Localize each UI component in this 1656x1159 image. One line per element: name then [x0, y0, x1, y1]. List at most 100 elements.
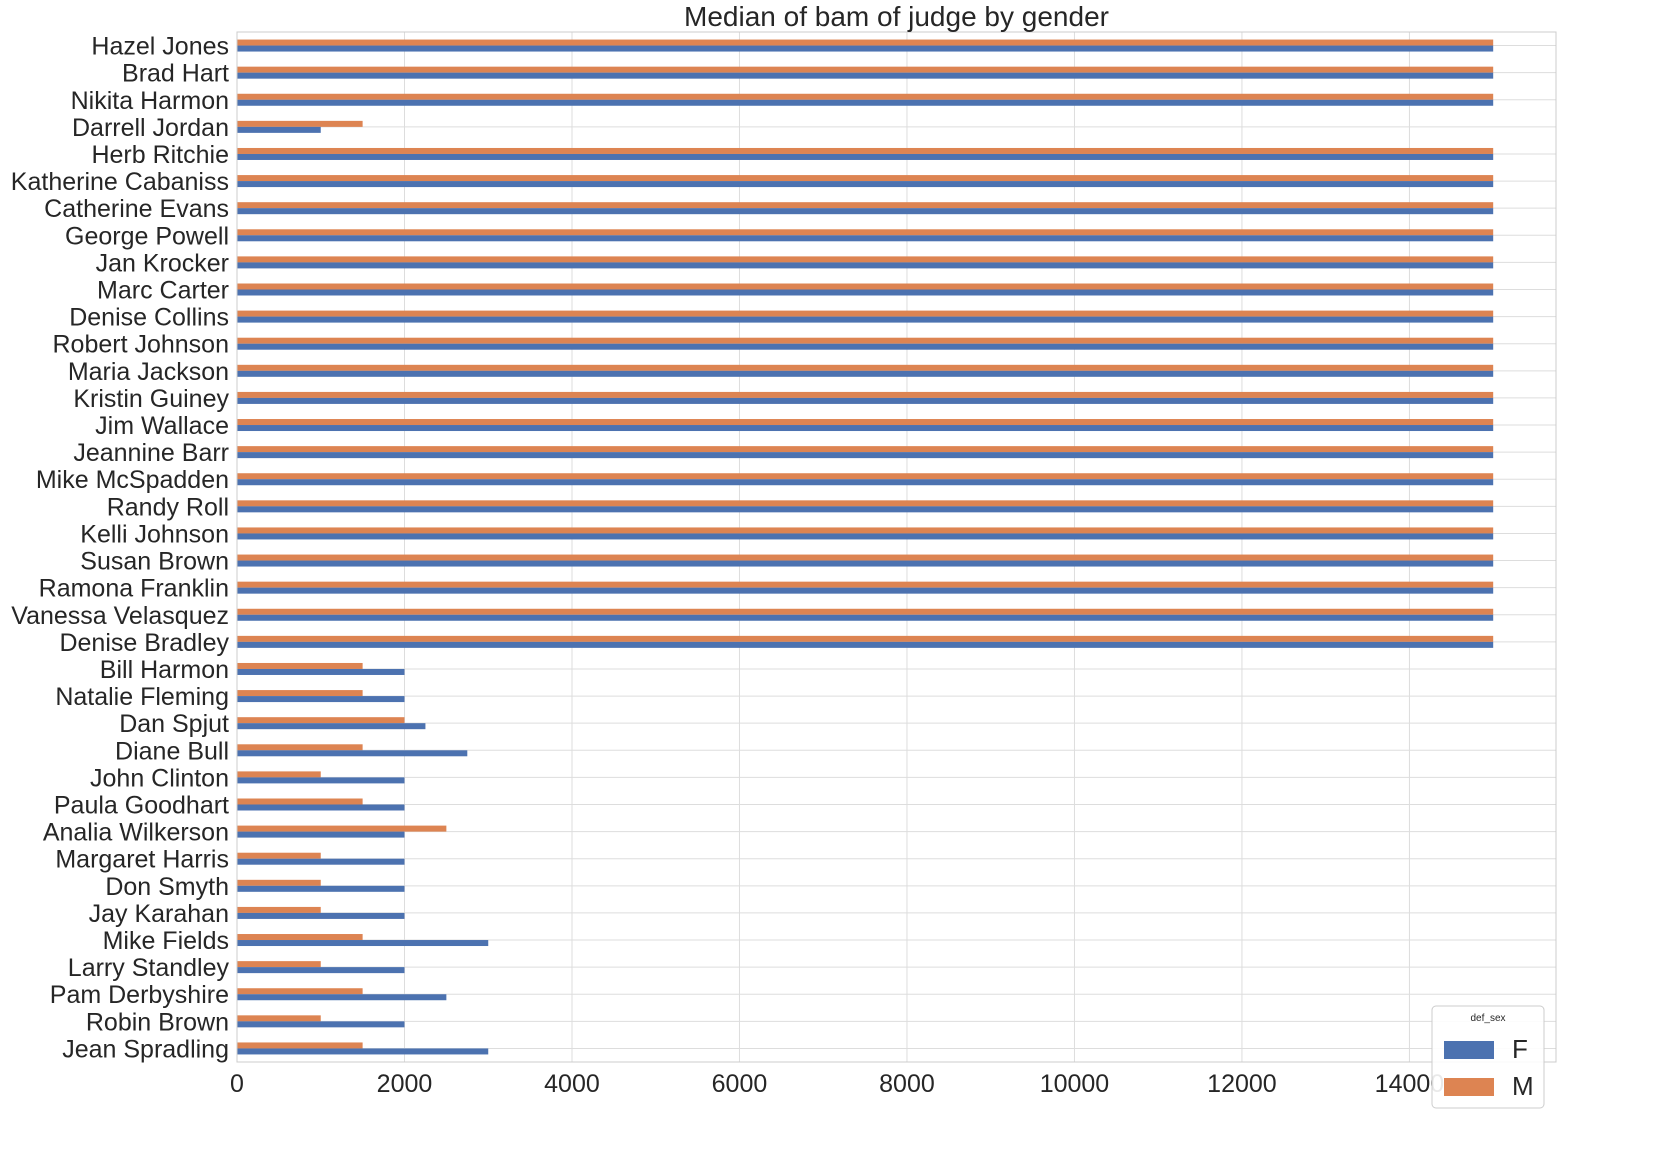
bar-f [237, 994, 447, 1001]
bar-m [237, 202, 1494, 209]
bar-m [237, 147, 1494, 154]
category-label: Margaret Harris [55, 846, 229, 874]
category-label: Marc Carter [97, 277, 229, 305]
category-label: Analia Wilkerson [43, 819, 229, 847]
bar-m [237, 364, 1494, 371]
bar-m [237, 66, 1494, 73]
category-label: Randy Roll [107, 493, 229, 521]
category-label: Vanessa Velasquez [11, 602, 229, 630]
bar-f [237, 289, 1494, 296]
bar-f [237, 858, 405, 865]
bar-f [237, 1021, 405, 1028]
bar-m [237, 554, 1494, 561]
bar-f [237, 614, 1494, 621]
category-label: John Clinton [90, 764, 229, 792]
bar-f [237, 153, 1494, 160]
bar-f [237, 831, 405, 838]
bar-m [237, 391, 1494, 398]
bar-m [237, 961, 321, 968]
category-label: Jim Wallace [95, 412, 229, 440]
bar-m [237, 337, 1494, 344]
bar-f [237, 940, 489, 947]
bar-f [237, 370, 1494, 377]
bar-f [237, 777, 405, 784]
bar-m [237, 988, 363, 995]
bar-m [237, 662, 363, 669]
bar-m [237, 419, 1494, 426]
bar-m [237, 93, 1494, 100]
bar-f [237, 343, 1494, 350]
bar-f [237, 668, 405, 675]
x-tick-label: 10000 [1040, 1070, 1110, 1098]
category-label: Dan Spjut [119, 710, 229, 738]
bar-m [237, 906, 321, 913]
bar-m [237, 283, 1494, 290]
category-label: Katherine Cabaniss [11, 168, 229, 196]
category-label: George Powell [65, 222, 229, 250]
bar-f [237, 967, 405, 974]
bar-m [237, 581, 1494, 588]
bar-f [237, 560, 1494, 567]
category-label: Ramona Franklin [39, 575, 229, 603]
x-tick-label: 2000 [377, 1070, 433, 1098]
bar-f [237, 885, 405, 892]
bar-f [237, 397, 1494, 404]
bar-f [237, 912, 405, 919]
bar-f [237, 587, 1494, 594]
legend-label-f: F [1512, 1034, 1528, 1064]
bar-m [237, 256, 1494, 263]
category-label: Diane Bull [115, 737, 229, 765]
bar-f [237, 45, 1494, 52]
category-label: Maria Jackson [68, 358, 229, 386]
category-label: Jan Krocker [96, 249, 229, 277]
bar-m [237, 527, 1494, 534]
bar-f [237, 696, 405, 703]
bar-f [237, 208, 1494, 215]
bar-m [237, 1042, 363, 1049]
bar-m [237, 690, 363, 697]
category-label: Jeannine Barr [73, 439, 229, 467]
x-tick-label: 6000 [712, 1070, 768, 1098]
bar-f [237, 425, 1494, 432]
legend-swatch-m [1444, 1078, 1494, 1096]
bar-f [237, 72, 1494, 79]
bar-m [237, 310, 1494, 317]
bar-f [237, 506, 1494, 513]
bar-f [237, 316, 1494, 323]
category-label: Susan Brown [80, 548, 229, 576]
chart-title: Median of bam of judge by gender [684, 1, 1109, 32]
bar-m [237, 798, 363, 805]
bar-m [237, 175, 1494, 182]
x-tick-label: 0 [230, 1070, 244, 1098]
category-label: Larry Standley [68, 954, 230, 982]
category-label: Natalie Fleming [55, 683, 229, 711]
bar-m [237, 825, 447, 832]
bar-f [237, 1048, 489, 1055]
category-label: Don Smyth [105, 873, 229, 901]
x-tick-label: 12000 [1207, 1070, 1277, 1098]
bars [237, 39, 1494, 1055]
legend: def_sex FM [1431, 1005, 1545, 1109]
category-label: Brad Hart [122, 60, 229, 88]
bar-f [237, 723, 426, 730]
category-label: Robin Brown [86, 1008, 229, 1036]
legend-label-m: M [1512, 1071, 1534, 1101]
bar-f [237, 533, 1494, 540]
category-label: Catherine Evans [44, 195, 229, 223]
legend-title: def_sex [1470, 1013, 1505, 1024]
bar-f [237, 750, 468, 757]
bar-m [237, 39, 1494, 46]
category-label: Paula Goodhart [54, 792, 229, 820]
category-label: Mike Fields [103, 927, 229, 955]
bar-m [237, 771, 321, 778]
bar-f [237, 804, 405, 811]
bar-m [237, 879, 321, 886]
bar-m [237, 744, 363, 751]
bar-m [237, 1015, 321, 1022]
category-label: Kristin Guiney [73, 385, 229, 413]
category-label: Kelli Johnson [80, 520, 229, 548]
bar-m [237, 608, 1494, 615]
x-tick-label: 4000 [544, 1070, 600, 1098]
